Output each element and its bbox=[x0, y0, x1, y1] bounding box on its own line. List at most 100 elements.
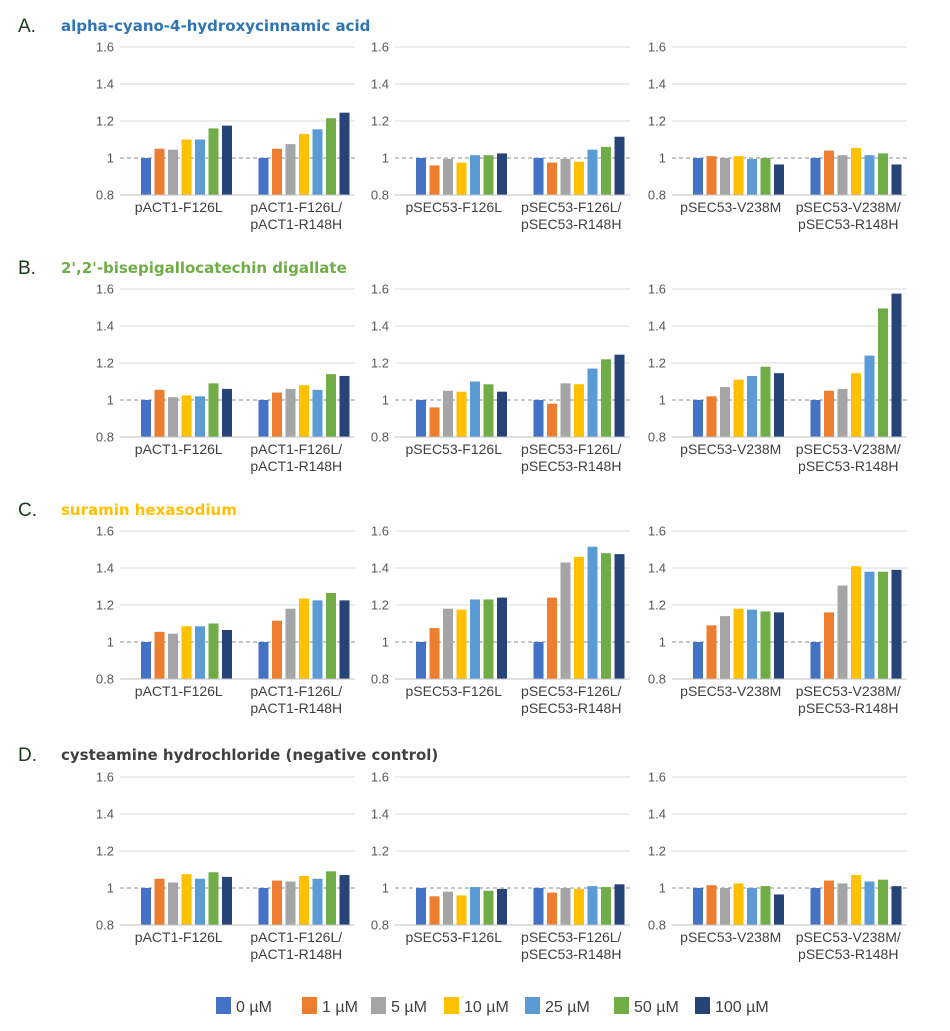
bar bbox=[824, 390, 834, 437]
bar bbox=[456, 162, 467, 195]
bar bbox=[733, 156, 744, 195]
bar bbox=[864, 355, 875, 437]
bar bbox=[483, 599, 494, 679]
bar bbox=[168, 882, 178, 925]
bar bbox=[222, 629, 232, 679]
bar bbox=[760, 158, 771, 195]
category-label: pACT1-F126L bbox=[135, 929, 223, 945]
y-tick-label: 0.8 bbox=[648, 672, 666, 687]
bar bbox=[810, 888, 821, 925]
y-tick-label: 0.8 bbox=[96, 672, 114, 687]
y-tick-label: 0.8 bbox=[371, 188, 389, 203]
bar bbox=[547, 403, 557, 437]
bar bbox=[560, 888, 571, 925]
category-label: pSEC53-V238M/pSEC53-R148H bbox=[796, 929, 901, 962]
bar bbox=[547, 162, 557, 195]
y-tick-label: 1.4 bbox=[96, 77, 114, 92]
y-tick-label: 1.6 bbox=[96, 282, 114, 297]
bar bbox=[429, 407, 440, 437]
bar bbox=[258, 158, 269, 195]
legend-swatch bbox=[216, 997, 231, 1014]
bar bbox=[222, 876, 232, 925]
bar bbox=[285, 881, 296, 925]
bar bbox=[864, 155, 875, 195]
bar bbox=[326, 871, 336, 925]
legend: 0 µM 1 µM 5 µM 10 µM 25 µM 50 µM 100 µM bbox=[216, 997, 769, 1016]
y-tick-label: 1.2 bbox=[96, 356, 114, 371]
legend-swatch bbox=[525, 997, 540, 1014]
bar bbox=[497, 597, 507, 679]
legend-label: 5 µM bbox=[391, 999, 427, 1016]
bar bbox=[443, 158, 453, 195]
bar bbox=[601, 359, 611, 437]
bar bbox=[168, 397, 178, 437]
bar-chart: 0.8 1 1.2 1.4 1.6 pACT1-F126L pACT1-F126L/pACT… bbox=[96, 40, 355, 232]
y-tick-label: 1 bbox=[659, 881, 666, 896]
y-tick-label: 1.2 bbox=[371, 356, 389, 371]
bar bbox=[299, 133, 309, 195]
bar bbox=[285, 144, 296, 195]
category-label: pSEC53-F126L/pSEC53-R148H bbox=[521, 683, 622, 716]
legend-swatch bbox=[444, 997, 459, 1014]
y-tick-label: 1.6 bbox=[371, 770, 389, 785]
panel-label: A. bbox=[18, 16, 36, 37]
bar bbox=[429, 165, 440, 195]
bar bbox=[312, 129, 323, 195]
bar bbox=[693, 400, 703, 437]
bar bbox=[851, 566, 861, 679]
bar bbox=[693, 888, 703, 925]
y-tick-label: 0.8 bbox=[648, 430, 666, 445]
legend-label: 50 µM bbox=[634, 999, 679, 1016]
category-label: pSEC53-F126L bbox=[405, 929, 502, 945]
y-tick-label: 1.2 bbox=[371, 598, 389, 613]
category-label: pSEC53-V238M/pSEC53-R148H bbox=[796, 441, 901, 474]
bar bbox=[470, 599, 480, 679]
bar bbox=[456, 391, 467, 437]
bar bbox=[720, 616, 730, 679]
bar bbox=[429, 896, 440, 925]
legend-label: 100 µM bbox=[715, 999, 769, 1016]
bar bbox=[443, 390, 453, 437]
bar bbox=[154, 878, 165, 925]
category-label: pACT1-F126L/pACT1-R148H bbox=[250, 441, 342, 474]
bar bbox=[720, 888, 730, 925]
bar bbox=[456, 609, 467, 679]
y-tick-label: 1.4 bbox=[648, 561, 666, 576]
bar bbox=[181, 395, 192, 437]
bar bbox=[326, 118, 336, 195]
bar bbox=[429, 628, 440, 679]
bar bbox=[614, 554, 625, 679]
legend-swatch bbox=[302, 997, 317, 1014]
bar bbox=[272, 392, 282, 437]
y-tick-label: 0.8 bbox=[96, 918, 114, 933]
legend-label: 25 µM bbox=[545, 999, 590, 1016]
y-tick-label: 1.6 bbox=[96, 524, 114, 539]
category-label: pSEC53-F126L bbox=[405, 199, 502, 215]
bar bbox=[195, 626, 205, 679]
bar bbox=[141, 888, 151, 925]
bar bbox=[497, 153, 507, 195]
bar bbox=[891, 293, 902, 437]
bar bbox=[547, 892, 557, 925]
bar bbox=[181, 139, 192, 195]
bar-chart: 0.8 1 1.2 1.4 1.6 pACT1-F126L pACT1-F126L/pACT… bbox=[96, 770, 355, 962]
y-tick-label: 1.4 bbox=[648, 77, 666, 92]
legend-label: 1 µM bbox=[322, 999, 358, 1016]
bar bbox=[533, 888, 544, 925]
bar bbox=[195, 396, 205, 437]
bar bbox=[587, 886, 598, 925]
y-tick-label: 1.6 bbox=[96, 770, 114, 785]
bar bbox=[693, 158, 703, 195]
category-label: pSEC53-F126L/pSEC53-R148H bbox=[521, 199, 622, 232]
bar bbox=[195, 139, 205, 195]
bar bbox=[222, 388, 232, 437]
bar bbox=[416, 888, 426, 925]
y-tick-label: 1.2 bbox=[648, 844, 666, 859]
bar bbox=[760, 886, 771, 925]
bar bbox=[443, 608, 453, 679]
bar bbox=[222, 125, 232, 195]
bar bbox=[483, 384, 494, 437]
bar bbox=[851, 875, 861, 925]
y-tick-label: 1 bbox=[107, 635, 114, 650]
category-label: pACT1-F126L bbox=[135, 199, 223, 215]
